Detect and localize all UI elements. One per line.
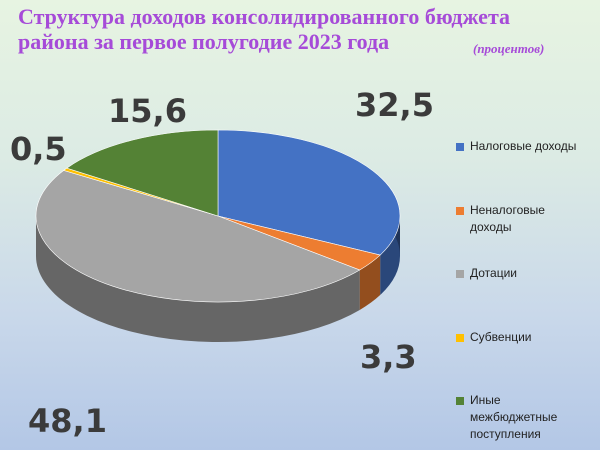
chart-units: (процентов) xyxy=(473,41,545,56)
legend-label: Дотации xyxy=(470,266,517,280)
slice-dotatsii xyxy=(35,170,361,303)
data-label-nalogovye: 32,5 xyxy=(355,86,434,124)
chart-title-line-1: Структура доходов консолидированного бюд… xyxy=(18,4,511,29)
legend-label: Иные межбюджетные поступления xyxy=(470,393,558,441)
slice-nalogovye xyxy=(217,129,401,256)
data-label-inye: 15,6 xyxy=(108,92,187,130)
data-label-dotatsii: 48,1 xyxy=(28,402,107,440)
legend-label: Субвенции xyxy=(470,330,532,344)
data-label-subventsii: 0,5 xyxy=(10,130,67,168)
slice-nalogovye-side xyxy=(380,216,400,296)
legend-swatch xyxy=(456,334,464,342)
slice-nenalogovye-side xyxy=(359,255,381,310)
slice-dotatsii-side xyxy=(36,216,360,343)
pie-top xyxy=(35,129,401,303)
legend-swatch xyxy=(456,397,464,405)
chart-title-line-2: района за первое полугодие 2023 года xyxy=(18,29,390,54)
chart-title: Структура доходов консолидированного бюд… xyxy=(18,4,588,56)
legend-swatch xyxy=(456,207,464,215)
slice-inye xyxy=(66,129,219,217)
data-label-nenalogovye: 3,3 xyxy=(360,338,417,376)
legend-swatch xyxy=(456,143,464,151)
legend-swatch xyxy=(456,270,464,278)
legend-label: Налоговые доходы xyxy=(470,139,577,153)
legend-label: Неналоговые доходы xyxy=(470,203,545,234)
